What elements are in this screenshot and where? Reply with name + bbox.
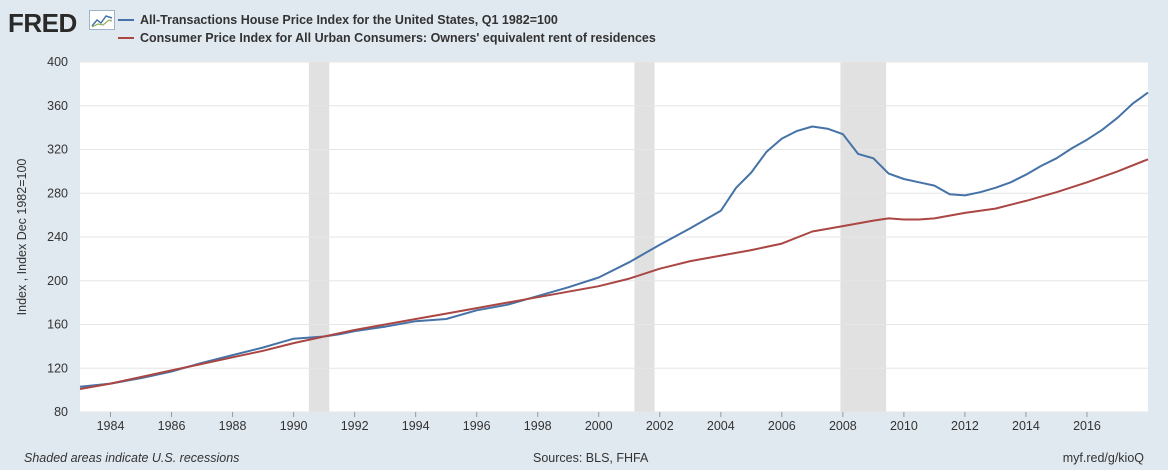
- x-tick-label: 1998: [524, 419, 552, 433]
- legend-item-owners-rent[interactable]: Consumer Price Index for All Urban Consu…: [118, 29, 656, 47]
- x-tick-label: 2008: [829, 419, 857, 433]
- y-tick-label: 400: [47, 55, 68, 69]
- y-tick-label: 80: [54, 405, 68, 419]
- y-axis-ticks: 80 120 160 200 240 280 320 360 400: [47, 55, 68, 419]
- legend-swatch-red: [118, 37, 134, 39]
- y-tick-label: 160: [47, 318, 68, 332]
- x-tick-label: 2002: [646, 419, 674, 433]
- legend-label: Consumer Price Index for All Urban Consu…: [140, 31, 656, 45]
- legend-label: All-Transactions House Price Index for t…: [140, 13, 558, 27]
- x-axis-ticks: 1984 1986 1988 1990 1992 1994 1996 1998 2000 2002…: [97, 412, 1101, 433]
- y-tick-label: 320: [47, 143, 68, 157]
- series-line-owners-rent[interactable]: [79, 158, 1149, 390]
- x-tick-label: 2012: [951, 419, 979, 433]
- gridlines: [80, 61, 1148, 413]
- series-lines: [79, 91, 1149, 390]
- y-tick-label: 200: [47, 274, 68, 288]
- y-tick-label: 120: [47, 361, 68, 375]
- y-axis-title: Index , Index Dec 1982=100: [15, 159, 29, 316]
- x-tick-label: 1994: [402, 419, 430, 433]
- x-tick-label: 2000: [585, 419, 613, 433]
- x-tick-label: 1992: [341, 419, 369, 433]
- x-tick-label: 1986: [158, 419, 186, 433]
- short-link[interactable]: myf.red/g/kioQ: [1062, 451, 1144, 465]
- series-line-house-price[interactable]: [79, 91, 1149, 388]
- recession-note: Shaded areas indicate U.S. recessions: [24, 451, 240, 465]
- x-tick-label: 2010: [890, 419, 918, 433]
- fred-graph-icon: [89, 10, 115, 30]
- x-tick-label: 2016: [1073, 419, 1101, 433]
- sources-text: Sources: BLS, FHFA: [533, 451, 649, 465]
- x-tick-label: 1984: [97, 419, 125, 433]
- x-tick-label: 1990: [280, 419, 308, 433]
- x-tick-label: 2004: [707, 419, 735, 433]
- legend-swatch-blue: [118, 19, 134, 21]
- y-tick-label: 280: [47, 186, 68, 200]
- x-tick-label: 2014: [1012, 419, 1040, 433]
- x-tick-label: 1988: [219, 419, 247, 433]
- x-tick-label: 2006: [768, 419, 796, 433]
- y-tick-label: 360: [47, 99, 68, 113]
- y-tick-label: 240: [47, 230, 68, 244]
- x-tick-label: 1996: [463, 419, 491, 433]
- fred-logo[interactable]: FRED: [8, 8, 77, 38]
- chart-legend: All-Transactions House Price Index for t…: [118, 11, 656, 47]
- legend-item-house-price[interactable]: All-Transactions House Price Index for t…: [118, 11, 656, 29]
